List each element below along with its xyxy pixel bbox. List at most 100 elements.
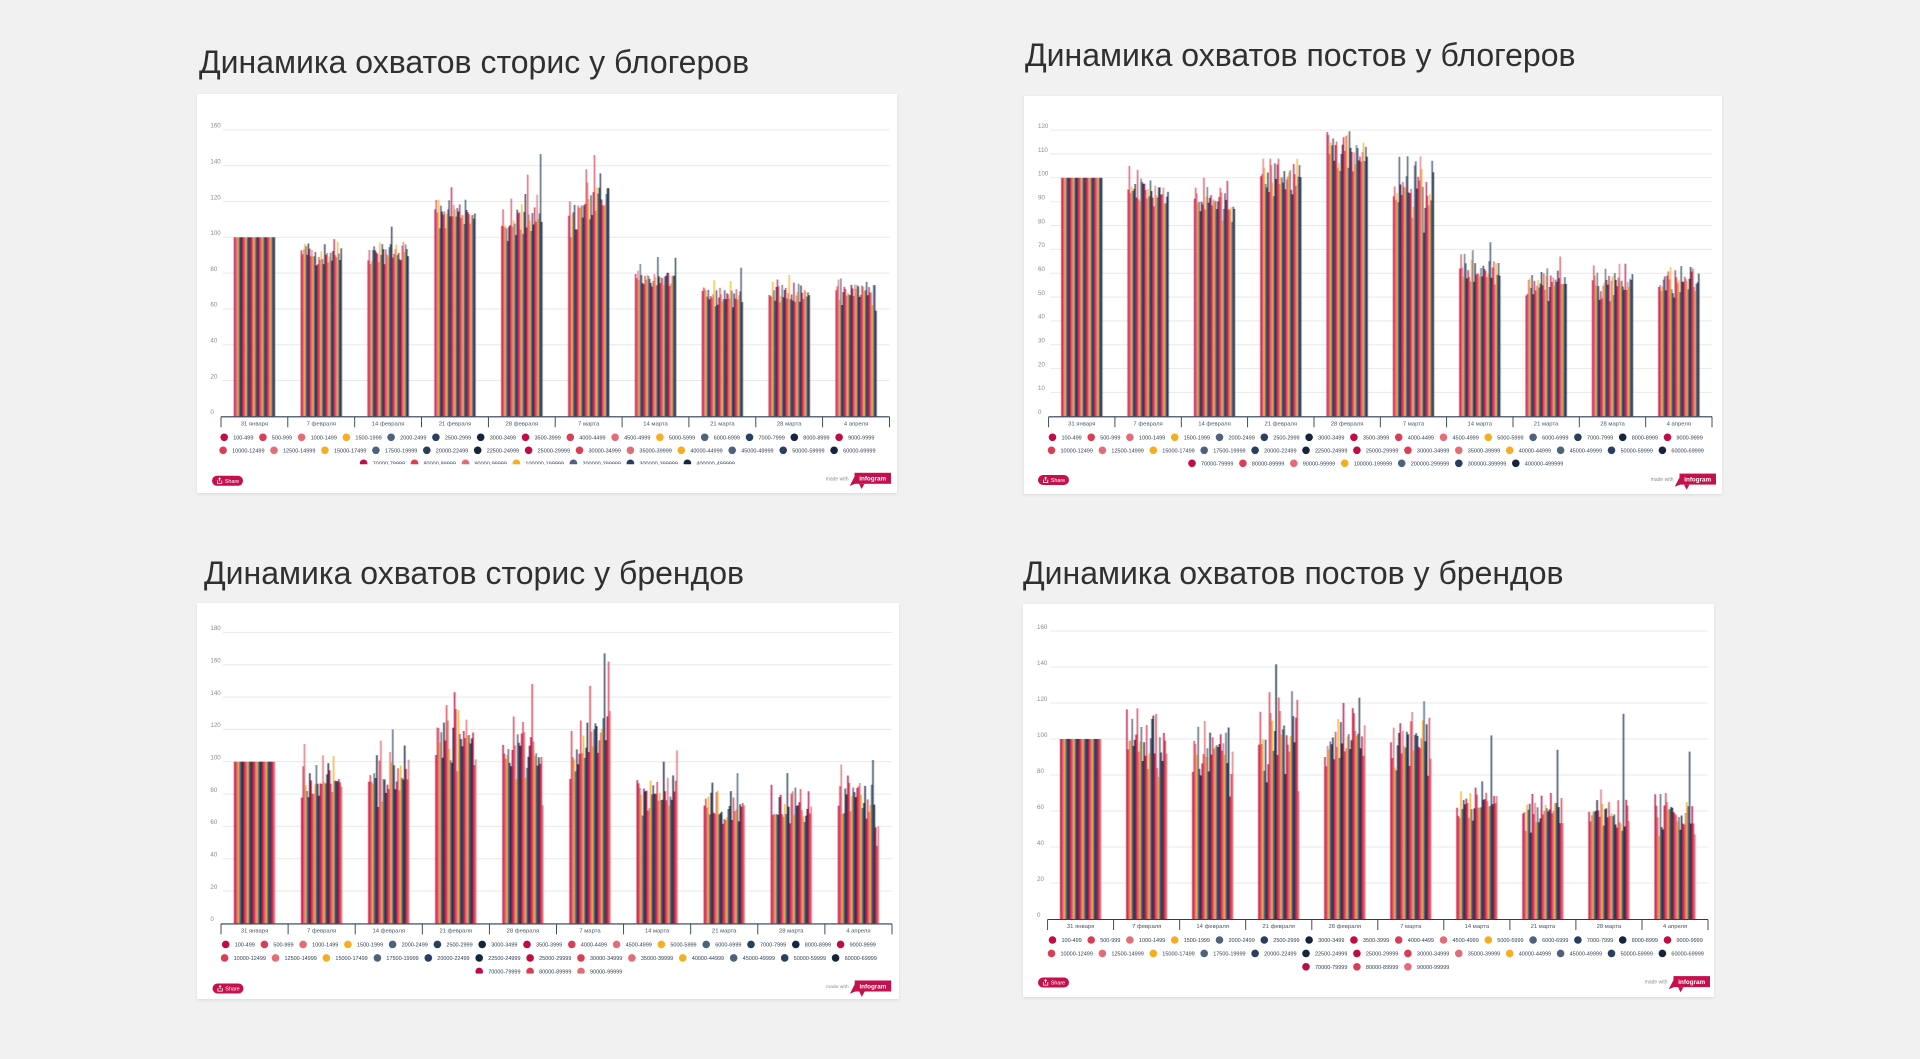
svg-text:2500-2999: 2500-2999 [1273,938,1299,944]
svg-text:22500-24999: 22500-24999 [487,448,519,454]
svg-text:5000-5999: 5000-5999 [669,435,695,441]
svg-text:300000-399999: 300000-399999 [639,461,678,467]
svg-text:12500-14999: 12500-14999 [1111,448,1143,454]
svg-text:25000-29999: 25000-29999 [538,448,570,454]
svg-text:8000-8999: 8000-8999 [1632,435,1658,441]
svg-text:50000-59999: 50000-59999 [792,448,824,454]
svg-text:28 марта: 28 марта [1597,924,1622,930]
svg-text:2500-2999: 2500-2999 [445,435,471,441]
svg-text:1500-1999: 1500-1999 [1184,435,1210,441]
svg-text:20: 20 [1037,876,1044,883]
svg-text:1000-1499: 1000-1499 [311,435,337,441]
svg-text:60: 60 [1037,804,1044,811]
svg-text:14 марта: 14 марта [645,928,670,934]
svg-text:21 февраля: 21 февраля [1262,924,1295,930]
svg-text:50000-59999: 50000-59999 [793,955,825,961]
svg-text:80000-89999: 80000-89999 [1252,461,1284,467]
svg-text:20: 20 [210,883,217,890]
svg-text:40: 40 [210,337,217,344]
svg-text:160: 160 [1037,624,1048,631]
svg-text:1000-1499: 1000-1499 [1139,435,1165,441]
svg-text:9000-9999: 9000-9999 [849,942,875,948]
svg-text:7000-7999: 7000-7999 [759,435,785,441]
svg-text:25000-29999: 25000-29999 [539,955,571,961]
svg-text:1500-1999: 1500-1999 [357,942,383,948]
svg-text:45000-49999: 45000-49999 [741,448,773,454]
svg-text:30: 30 [1038,337,1045,344]
svg-text:90000-99999: 90000-99999 [590,969,622,975]
svg-text:infogram: infogram [859,475,886,482]
svg-text:80000-89999: 80000-89999 [1366,965,1398,971]
svg-text:made with: made with [826,476,849,482]
svg-text:60000-69999: 60000-69999 [843,448,875,454]
svg-text:12500-14999: 12500-14999 [1111,951,1143,957]
svg-text:31 января: 31 января [241,421,268,427]
svg-text:20: 20 [1038,361,1045,368]
svg-text:8000-8999: 8000-8999 [805,942,831,948]
svg-text:2500-2999: 2500-2999 [1273,435,1299,441]
svg-text:8000-8999: 8000-8999 [803,435,829,441]
svg-text:80: 80 [210,786,217,793]
svg-text:70000-79999: 70000-79999 [1315,965,1347,971]
svg-text:31 января: 31 января [1068,421,1095,427]
svg-text:14 марта: 14 марта [1468,421,1493,427]
svg-text:4000-4499: 4000-4499 [1408,938,1434,944]
svg-text:70000-79999: 70000-79999 [1201,461,1233,467]
svg-text:0: 0 [1038,409,1042,416]
svg-text:14 февраля: 14 февраля [372,421,405,427]
svg-text:40000-44999: 40000-44999 [1519,448,1551,454]
svg-text:25000-29999: 25000-29999 [1366,951,1398,957]
svg-text:400000-499999: 400000-499999 [1525,461,1564,467]
svg-text:10000-12499: 10000-12499 [232,448,264,454]
svg-text:25000-29999: 25000-29999 [1366,448,1398,454]
svg-text:70000-79999: 70000-79999 [373,461,405,467]
svg-text:120: 120 [1037,696,1048,703]
svg-text:7000-7999: 7000-7999 [760,942,786,948]
svg-text:5000-5999: 5000-5999 [1497,435,1523,441]
svg-text:Share: Share [1051,981,1065,987]
svg-text:3000-3499: 3000-3499 [491,942,517,948]
svg-text:50000-59999: 50000-59999 [1621,951,1653,957]
svg-text:21 марта: 21 марта [1531,924,1556,930]
svg-text:21 февраля: 21 февраля [1264,421,1297,427]
svg-text:1500-1999: 1500-1999 [1184,938,1210,944]
svg-text:5000-5999: 5000-5999 [670,942,696,948]
svg-text:28 марта: 28 марта [1600,421,1625,427]
svg-text:14 февраля: 14 февраля [372,928,405,934]
svg-text:4 апреля: 4 апреля [1663,924,1687,930]
svg-text:21 марта: 21 марта [712,928,737,934]
svg-text:3000-3499: 3000-3499 [1318,938,1344,944]
svg-text:100000-199999: 100000-199999 [525,461,564,467]
svg-text:3500-3999: 3500-3999 [535,435,561,441]
svg-text:50: 50 [1038,289,1045,296]
svg-text:35000-39999: 35000-39999 [641,955,673,961]
svg-text:7 марта: 7 марта [578,421,600,427]
svg-text:100: 100 [1038,170,1049,177]
svg-text:4500-4999: 4500-4999 [1453,435,1479,441]
svg-text:60000-69999: 60000-69999 [1671,448,1703,454]
svg-text:60000-69999: 60000-69999 [1671,951,1703,957]
svg-text:180: 180 [210,625,221,632]
svg-text:7 февраля: 7 февраля [1132,924,1161,930]
svg-text:0: 0 [210,916,214,923]
svg-text:4500-4999: 4500-4999 [1453,938,1479,944]
svg-text:10000-12499: 10000-12499 [233,955,265,961]
svg-text:1500-1999: 1500-1999 [355,435,381,441]
svg-text:60: 60 [1038,266,1045,273]
svg-text:17500-19999: 17500-19999 [386,955,418,961]
svg-text:14 февраля: 14 февраля [1198,421,1231,427]
svg-text:15000-17499: 15000-17499 [334,448,366,454]
svg-text:80: 80 [1037,768,1044,775]
svg-text:2000-2499: 2000-2499 [401,942,427,948]
svg-text:100000-199999: 100000-199999 [1354,461,1393,467]
svg-text:22500-24999: 22500-24999 [1315,951,1347,957]
svg-text:2000-2499: 2000-2499 [1229,938,1255,944]
svg-text:8000-8999: 8000-8999 [1632,938,1658,944]
svg-text:110: 110 [1038,146,1048,153]
svg-text:28 февраля: 28 февраля [1331,421,1364,427]
svg-text:17500-19999: 17500-19999 [1213,951,1245,957]
svg-text:28 февраля: 28 февраля [505,421,538,427]
svg-text:60000-69999: 60000-69999 [844,955,876,961]
svg-text:500-999: 500-999 [273,942,293,948]
svg-text:4 апреля: 4 апреля [846,928,870,934]
